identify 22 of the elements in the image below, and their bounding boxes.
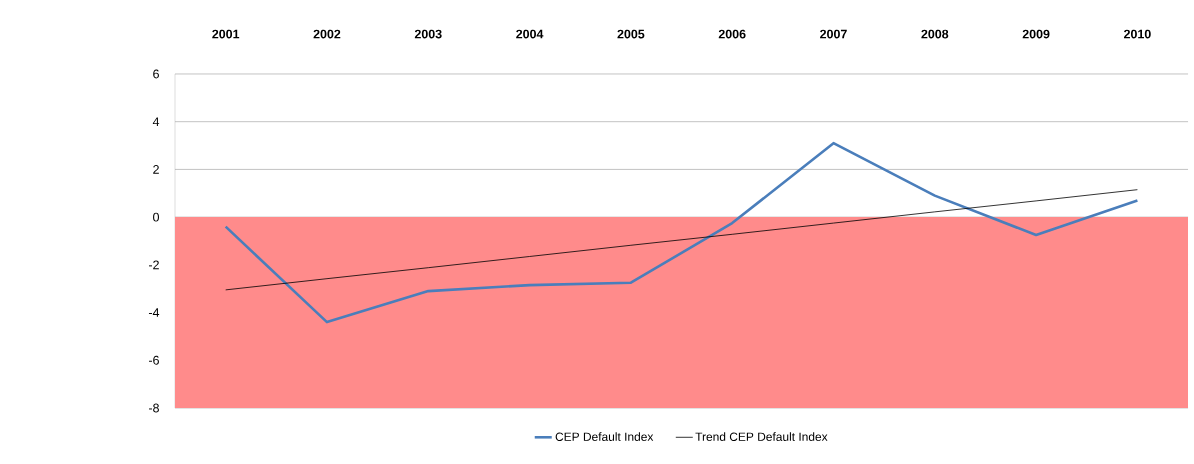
x-tick-label: 2003 bbox=[414, 29, 442, 39]
y-tick-label: 6 bbox=[153, 69, 159, 79]
line-series bbox=[225, 189, 1138, 291]
x-tick-label: 2007 bbox=[820, 29, 847, 39]
x-tick-label: 2001 bbox=[212, 29, 240, 39]
x-tick-label: 2005 bbox=[617, 29, 645, 39]
legend-label: CEP Default Index bbox=[555, 432, 654, 441]
legend-label: Trend CEP Default Index bbox=[695, 432, 828, 441]
y-tick-label: -2 bbox=[148, 260, 159, 270]
x-tick-label: 2004 bbox=[516, 29, 544, 39]
x-tick-label: 2006 bbox=[718, 29, 746, 39]
y-tick-label: 4 bbox=[152, 117, 160, 126]
x-tick-label: 2008 bbox=[921, 29, 949, 39]
y-tick-label: -6 bbox=[148, 355, 159, 365]
y-tick-label: -8 bbox=[148, 403, 159, 413]
x-tick-label: 2002 bbox=[313, 29, 341, 39]
y-tick-label: 0 bbox=[153, 212, 159, 222]
y-tick-label: -4 bbox=[148, 308, 160, 317]
x-tick-label: 2010 bbox=[1123, 29, 1151, 39]
y-tick-label: 2 bbox=[153, 165, 159, 174]
x-tick-label: 2009 bbox=[1022, 29, 1050, 39]
line-series bbox=[224, 141, 1139, 324]
